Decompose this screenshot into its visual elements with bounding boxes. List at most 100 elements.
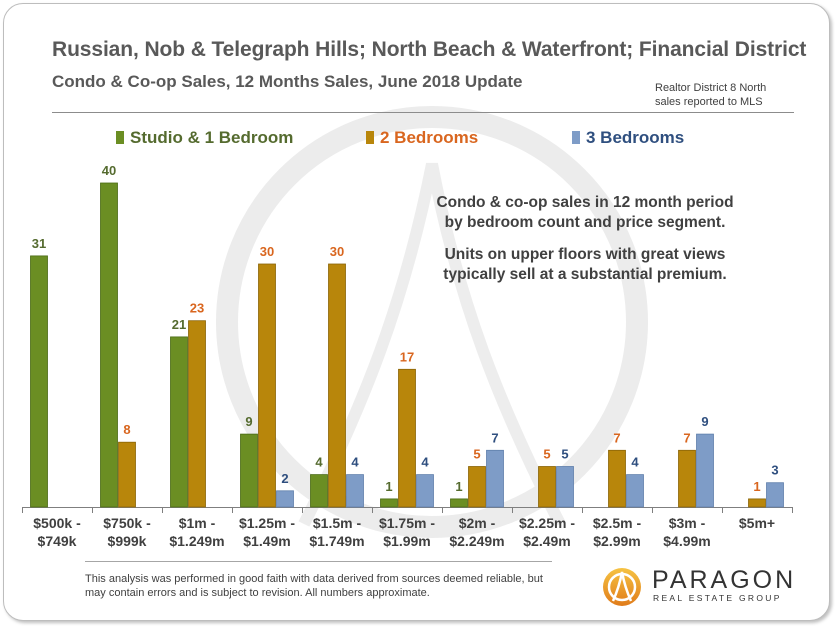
bar-3br [486,449,504,508]
x-tick-label: $4.99m [663,533,710,549]
logo-tagline: REAL ESTATE GROUP [653,593,782,603]
legend-swatch-3br [572,131,580,144]
x-tick-label: $1.749m [309,533,364,549]
x-tick-label: $1.99m [383,533,430,549]
bar-2br [748,498,766,508]
x-tick-label: $1.75m - [379,515,435,531]
legend-swatch-2br [366,131,374,144]
data-label-2br: 5 [543,447,550,462]
data-label-3br: 4 [631,455,639,470]
legend-item-studio: Studio & 1 Bedroom [116,128,293,148]
bar-studio [30,255,48,508]
bar-studio [380,498,398,508]
data-label-studio: 4 [315,455,323,470]
legend-item-3br: 3 Bedrooms [572,128,684,148]
bar-3br [276,490,294,508]
bar-2br [398,368,416,508]
data-label-3br: 7 [491,430,498,445]
data-label-3br: 4 [351,455,359,470]
footnote: This analysis was performed in good fait… [85,573,543,599]
bar-studio [100,182,118,508]
bar-2br [258,263,276,508]
x-tick-label: $2m - [459,515,496,531]
footnote-divider [85,561,552,562]
data-label-2br: 1 [753,479,760,494]
annotation-line-3: Units on upper floors with great views [444,246,726,263]
data-label-2br: 7 [613,430,620,445]
annotation-line-1: Condo & co-op sales in 12 month period [436,194,734,211]
x-tick-label: $5m+ [739,515,775,531]
bar-3br [556,466,574,508]
bar-2br [118,441,136,508]
watermark-logo [216,106,648,538]
legend-label-2br: 2 Bedrooms [380,128,479,147]
paragon-logo-icon [603,568,641,606]
x-tick-label: $1.5m - [313,515,362,531]
bar-3br [696,433,714,508]
x-tick-label: $1.249m [169,533,224,549]
bar-2br [678,449,696,508]
legend-label-studio: Studio & 1 Bedroom [130,128,294,147]
data-label-studio: 9 [245,414,252,429]
data-label-2br: 7 [683,430,690,445]
title-divider [52,112,794,113]
bar-3br [346,474,364,508]
x-tick-label: $3m - [669,515,706,531]
data-label-2br: 23 [190,301,204,316]
bar-3br [626,474,644,508]
bar-studio [170,336,188,508]
legend-swatch-studio [116,131,124,144]
x-tick-label: $2.25m - [519,515,575,531]
bar-3br [416,474,434,508]
chart-subtitle: Condo & Co-op Sales, 12 Months Sales, Ju… [52,72,523,91]
x-tick-label: $500k - [33,515,81,531]
bar-studio [450,498,468,508]
data-label-2br: 5 [473,447,480,462]
district-note-line1: Realtor District 8 North [655,82,767,94]
x-tick-label: $1m - [179,515,216,531]
x-tick-label: $749k [38,533,77,549]
bar-3br [766,482,784,508]
x-tick-label: $2.5m - [593,515,642,531]
data-label-3br: 2 [281,471,288,486]
legend-item-2br: 2 Bedrooms [366,128,478,148]
x-tick-label: $999k [108,533,147,549]
bar-2br [328,263,346,508]
district-note-line2: sales reported to MLS [655,96,763,108]
bar-studio [310,474,328,508]
data-label-studio: 1 [385,479,392,494]
data-label-2br: 17 [400,349,414,364]
data-label-studio: 21 [172,317,186,332]
data-label-3br: 5 [561,447,568,462]
chart-title: Russian, Nob & Telegraph Hills; North Be… [52,38,807,61]
bar-2br [608,449,626,508]
logo-wordmark: PARAGON [652,566,797,594]
bar-2br [468,466,486,508]
data-label-studio: 1 [455,479,462,494]
data-label-2br: 30 [260,244,274,259]
x-tick-label: $750k - [103,515,151,531]
data-label-3br: 3 [771,463,778,478]
district-note: Realtor District 8 North sales reported … [655,81,766,109]
x-tick-label: $2.99m [593,533,640,549]
annotation-line-2: by bedroom count and price segment. [444,214,726,231]
x-tick-label: $2.249m [449,533,504,549]
bar-studio [240,433,258,508]
data-label-studio: 31 [32,236,46,251]
annotation-line-4: typically sell at a substantial premium. [443,266,727,283]
x-tick-label: $1.25m - [239,515,295,531]
data-label-3br: 4 [421,455,429,470]
data-label-3br: 9 [701,414,708,429]
chart-frame [3,3,830,621]
x-tick-label: $1.49m [243,533,290,549]
data-label-studio: 40 [102,163,116,178]
bar-2br [188,320,206,508]
chart-annotation: Condo & co-op sales in 12 month period by… [400,193,770,297]
chart-legend: Studio & 1 Bedroom 2 Bedrooms 3 Bedrooms [0,128,835,152]
bar-2br [538,466,556,508]
data-label-2br: 8 [123,422,130,437]
legend-label-3br: 3 Bedrooms [586,128,685,147]
x-tick-label: $2.49m [523,533,570,549]
data-label-2br: 30 [330,244,344,259]
